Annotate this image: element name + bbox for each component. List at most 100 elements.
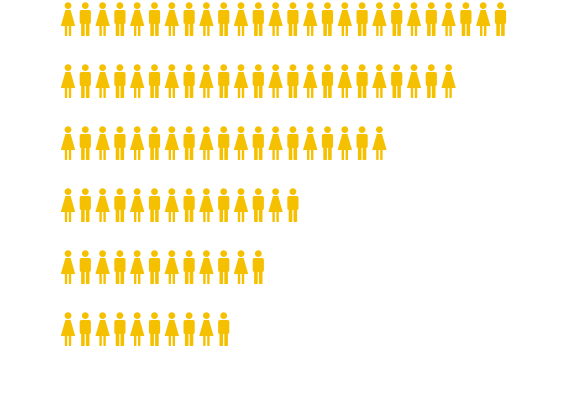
male-person-icon [114,250,126,284]
male-person-icon [148,312,161,346]
male-person-icon [79,64,91,98]
female-person-icon [337,2,352,36]
pictogram-row-5 [60,250,264,284]
male-person-icon [114,188,126,222]
female-person-icon [406,2,422,36]
female-person-icon [233,126,249,160]
female-person-icon [233,64,249,98]
male-person-icon [183,64,195,98]
male-person-icon [148,2,161,36]
female-person-icon [441,2,456,36]
female-person-icon [95,64,110,98]
male-person-icon [114,126,126,160]
female-person-icon [268,2,283,36]
male-person-icon [321,126,334,160]
female-person-icon [130,312,145,346]
male-person-icon [287,126,299,160]
female-person-icon [233,2,249,36]
male-person-icon [321,2,334,36]
female-person-icon [303,2,318,36]
female-person-icon [372,126,387,160]
female-person-icon [164,126,179,160]
female-person-icon [60,64,76,98]
female-person-icon [95,2,110,36]
female-person-icon [60,312,76,346]
male-person-icon [183,126,195,160]
female-person-icon [441,64,456,98]
female-person-icon [95,312,110,346]
female-person-icon [476,2,491,36]
female-person-icon [268,126,283,160]
male-person-icon [148,250,161,284]
male-person-icon [218,2,230,36]
male-person-icon [79,2,91,36]
female-person-icon [372,64,387,98]
male-person-icon [218,312,230,346]
male-person-icon [252,64,264,98]
female-person-icon [233,250,249,284]
male-person-icon [252,126,264,160]
male-person-icon [252,250,264,284]
female-person-icon [303,64,318,98]
female-person-icon [337,64,352,98]
male-person-icon [183,312,195,346]
pictogram-row-1 [60,2,507,36]
female-person-icon [199,312,214,346]
male-person-icon [356,2,368,36]
female-person-icon [199,126,214,160]
female-person-icon [130,126,145,160]
female-person-icon [164,188,179,222]
female-person-icon [164,64,179,98]
female-person-icon [372,2,387,36]
female-person-icon [199,188,214,222]
pictogram-row-6 [60,312,230,346]
male-person-icon [114,64,126,98]
male-person-icon [218,250,230,284]
female-person-icon [130,64,145,98]
male-person-icon [79,312,91,346]
female-person-icon [95,126,110,160]
male-person-icon [321,64,334,98]
male-person-icon [425,2,437,36]
female-person-icon [337,126,352,160]
female-person-icon [303,126,318,160]
female-person-icon [164,312,179,346]
male-person-icon [356,64,368,98]
male-person-icon [79,188,91,222]
female-person-icon [60,126,76,160]
female-person-icon [130,2,145,36]
male-person-icon [183,188,195,222]
male-person-icon [425,64,437,98]
male-person-icon [218,188,230,222]
female-person-icon [130,250,145,284]
pictogram-row-2 [60,64,456,98]
male-person-icon [218,126,230,160]
male-person-icon [494,2,507,36]
pictogram-row-3 [60,126,387,160]
pictogram-row-4 [60,188,299,222]
female-person-icon [199,250,214,284]
male-person-icon [148,64,161,98]
female-person-icon [199,64,214,98]
female-person-icon [60,188,76,222]
female-person-icon [199,2,214,36]
male-person-icon [391,64,403,98]
female-person-icon [268,188,283,222]
male-person-icon [183,250,195,284]
male-person-icon [79,250,91,284]
male-person-icon [252,188,264,222]
male-person-icon [287,64,299,98]
female-person-icon [130,188,145,222]
female-person-icon [60,250,76,284]
male-person-icon [114,2,126,36]
male-person-icon [287,188,299,222]
female-person-icon [406,64,422,98]
female-person-icon [95,250,110,284]
female-person-icon [164,2,179,36]
male-person-icon [287,2,299,36]
male-person-icon [218,64,230,98]
male-person-icon [114,312,126,346]
male-person-icon [391,2,403,36]
female-person-icon [60,2,76,36]
male-person-icon [460,2,472,36]
